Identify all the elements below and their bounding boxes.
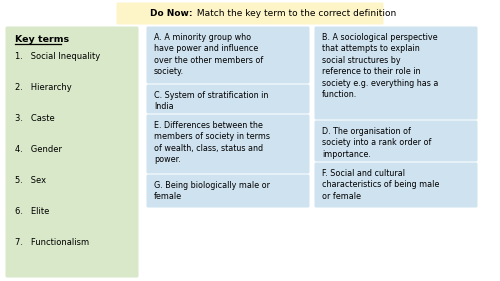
FancyBboxPatch shape (146, 85, 310, 114)
Text: 5.   Sex: 5. Sex (15, 176, 46, 185)
FancyBboxPatch shape (146, 114, 310, 173)
Text: 6.   Elite: 6. Elite (15, 207, 50, 216)
Text: B. A sociological perspective
that attempts to explain
social structures by
refe: B. A sociological perspective that attem… (322, 33, 438, 99)
FancyBboxPatch shape (314, 26, 478, 119)
FancyBboxPatch shape (6, 26, 138, 278)
FancyBboxPatch shape (116, 3, 384, 24)
Text: E. Differences between the
members of society in terms
of wealth, class, status : E. Differences between the members of so… (154, 121, 270, 164)
Text: 3.   Caste: 3. Caste (15, 114, 55, 123)
Text: F. Social and cultural
characteristics of being male
or female: F. Social and cultural characteristics o… (322, 169, 440, 201)
Text: 7.   Functionalism: 7. Functionalism (15, 238, 89, 247)
FancyBboxPatch shape (314, 121, 478, 162)
Text: 1.   Social Inequality: 1. Social Inequality (15, 52, 100, 61)
Text: C. System of stratification in
India: C. System of stratification in India (154, 91, 268, 112)
FancyBboxPatch shape (146, 26, 310, 83)
Text: D. The organisation of
society into a rank order of
importance.: D. The organisation of society into a ra… (322, 127, 432, 159)
Text: A. A minority group who
have power and influence
over the other members of
socie: A. A minority group who have power and i… (154, 33, 263, 76)
Text: 4.   Gender: 4. Gender (15, 145, 62, 154)
Text: Do Now:: Do Now: (150, 9, 193, 18)
Text: G. Being biologically male or
female: G. Being biologically male or female (154, 181, 270, 201)
Text: Key terms: Key terms (15, 35, 69, 44)
FancyBboxPatch shape (146, 175, 310, 207)
Text: Match the key term to the correct definition: Match the key term to the correct defini… (194, 9, 396, 18)
Text: 2.   Hierarchy: 2. Hierarchy (15, 83, 72, 92)
FancyBboxPatch shape (314, 162, 478, 207)
